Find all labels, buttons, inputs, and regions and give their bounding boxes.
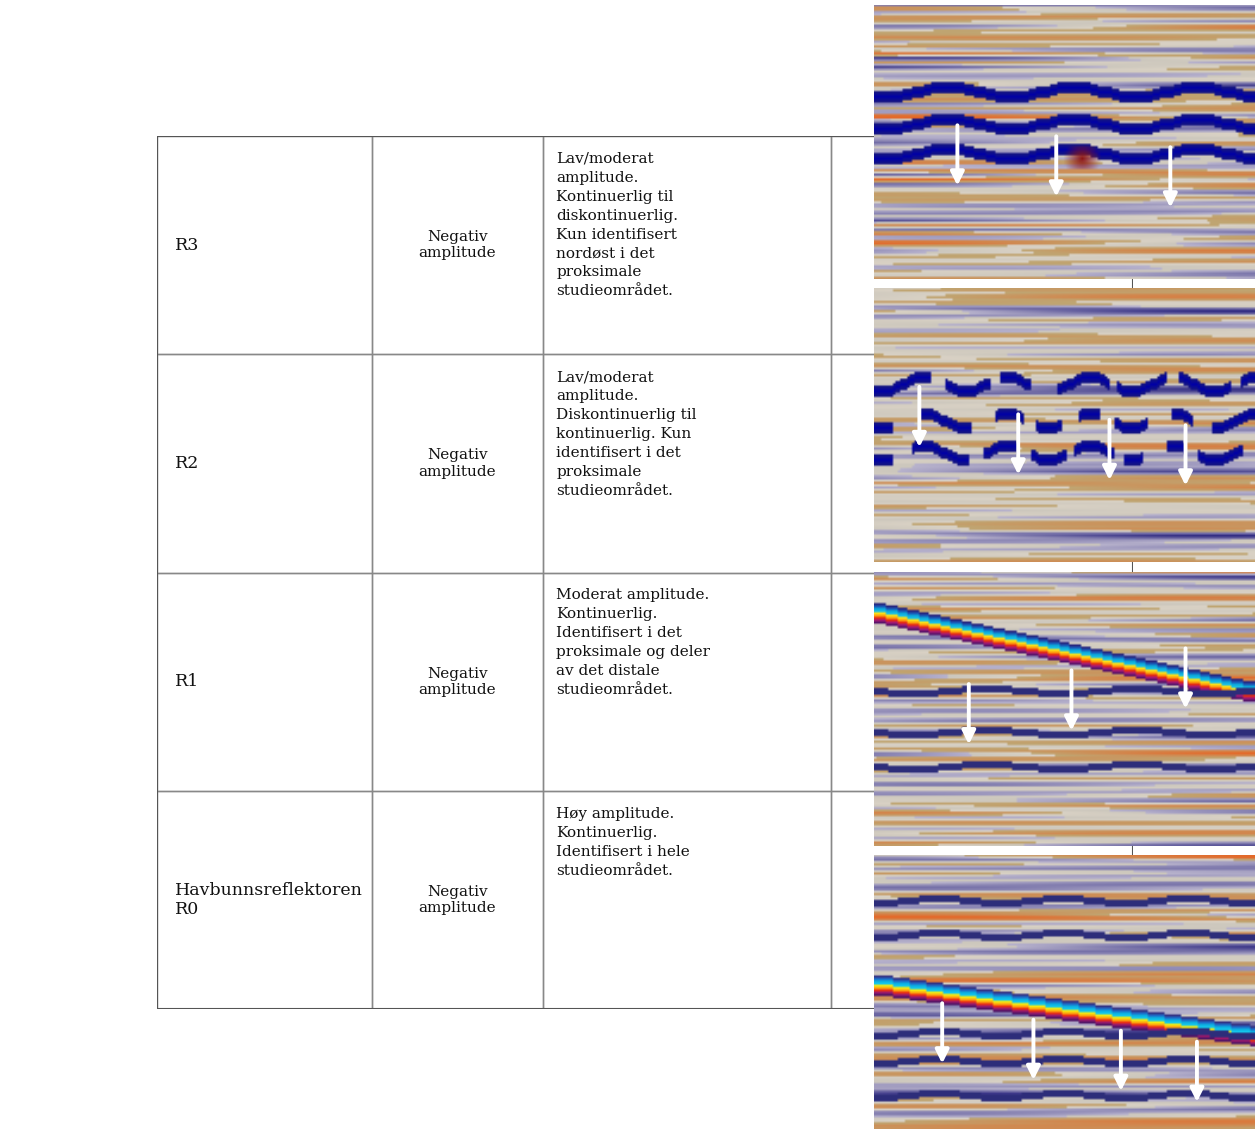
Text: R2: R2 xyxy=(175,455,199,472)
Text: Negativ
amplitude: Negativ amplitude xyxy=(418,230,496,261)
Bar xyxy=(157,573,373,792)
Bar xyxy=(373,136,543,354)
Bar xyxy=(373,355,543,573)
Text: Negativ
amplitude: Negativ amplitude xyxy=(418,885,496,915)
Text: R1: R1 xyxy=(175,674,199,691)
Text: Lav/moderat
amplitude.
Diskontinuerlig til
kontinuerlig. Kun
identifisert i det
: Lav/moderat amplitude. Diskontinuerlig t… xyxy=(556,370,697,498)
Text: Havbunnsreflektoren
R0: Havbunnsreflektoren R0 xyxy=(175,882,363,919)
Bar xyxy=(543,136,831,354)
Bar xyxy=(543,355,831,573)
Text: Negativ
amplitude: Negativ amplitude xyxy=(418,667,496,697)
Bar xyxy=(543,573,831,792)
Bar xyxy=(831,355,1133,573)
Text: Høy amplitude.
Kontinuerlig.
Identifisert i hele
studieområdet.: Høy amplitude. Kontinuerlig. Identifiser… xyxy=(556,806,690,878)
Bar xyxy=(831,573,1133,792)
Bar xyxy=(543,792,831,1009)
Bar xyxy=(157,792,373,1009)
Text: Moderat amplitude.
Kontinuerlig.
Identifisert i det
proksimale og deler
av det d: Moderat amplitude. Kontinuerlig. Identif… xyxy=(556,589,710,697)
Text: Negativ
amplitude: Negativ amplitude xyxy=(418,448,496,479)
Bar xyxy=(831,136,1133,354)
Bar xyxy=(157,355,373,573)
Bar xyxy=(373,792,543,1009)
Text: R3: R3 xyxy=(175,237,199,254)
Text: Lav/moderat
amplitude.
Kontinuerlig til
diskontinuerlig.
Kun identifisert
nordøs: Lav/moderat amplitude. Kontinuerlig til … xyxy=(556,152,679,298)
Bar xyxy=(157,136,373,354)
Bar xyxy=(373,573,543,792)
Bar xyxy=(831,792,1133,1009)
